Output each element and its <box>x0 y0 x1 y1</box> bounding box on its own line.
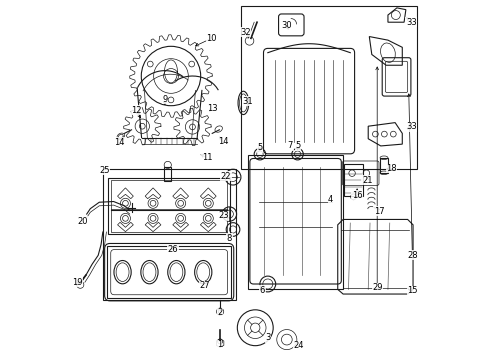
Bar <box>247 155 343 289</box>
Text: 25: 25 <box>99 166 110 175</box>
Text: 12: 12 <box>131 105 141 114</box>
Bar <box>241 6 416 169</box>
Text: 28: 28 <box>406 251 417 260</box>
Text: 33: 33 <box>405 122 416 131</box>
Text: 11: 11 <box>201 153 212 162</box>
Text: 13: 13 <box>206 104 217 113</box>
Text: 14: 14 <box>217 137 228 146</box>
Text: 18: 18 <box>386 164 396 173</box>
Bar <box>164 167 171 181</box>
Text: 21: 21 <box>361 176 372 185</box>
Text: 26: 26 <box>167 246 178 255</box>
Text: 17: 17 <box>373 207 384 216</box>
Text: 29: 29 <box>371 283 382 292</box>
Text: 31: 31 <box>242 96 253 105</box>
Text: 30: 30 <box>281 21 291 30</box>
Text: 3: 3 <box>264 333 270 342</box>
Text: 6: 6 <box>259 285 264 294</box>
Bar <box>111 180 227 231</box>
Text: 16: 16 <box>351 190 362 199</box>
Text: 7: 7 <box>287 141 292 150</box>
Text: 4: 4 <box>327 195 332 204</box>
Bar <box>102 169 235 300</box>
Text: 9: 9 <box>162 95 167 104</box>
Text: 8: 8 <box>226 234 232 243</box>
Text: 5: 5 <box>257 143 262 152</box>
Bar <box>379 158 387 173</box>
Text: 1: 1 <box>216 341 222 350</box>
Text: 5: 5 <box>294 141 300 150</box>
Text: 33: 33 <box>405 18 416 27</box>
Text: 23: 23 <box>218 211 228 220</box>
Bar <box>344 164 362 196</box>
Text: 27: 27 <box>199 281 209 290</box>
Text: 15: 15 <box>406 286 417 295</box>
Text: 2: 2 <box>217 308 222 317</box>
Text: 22: 22 <box>220 172 231 181</box>
Text: 10: 10 <box>206 34 216 43</box>
Text: 19: 19 <box>72 278 82 287</box>
Text: 20: 20 <box>77 217 87 226</box>
Text: 32: 32 <box>240 28 250 37</box>
Bar <box>107 246 231 298</box>
Bar <box>108 178 230 234</box>
Text: 14: 14 <box>114 138 125 147</box>
Text: 24: 24 <box>293 341 304 350</box>
